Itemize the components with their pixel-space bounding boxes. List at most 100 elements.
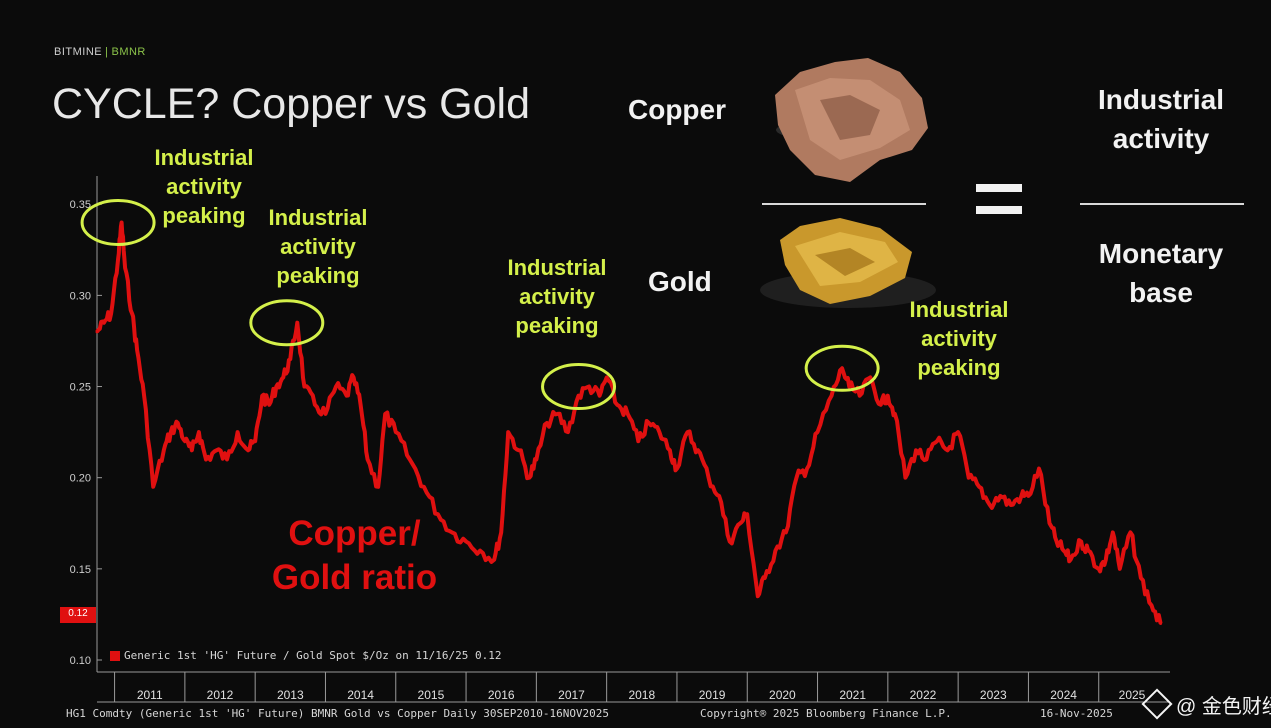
series-point bbox=[696, 448, 700, 452]
series-label: Copper/ Gold ratio bbox=[271, 514, 438, 597]
series-point bbox=[281, 375, 285, 379]
series-point bbox=[102, 321, 106, 325]
x-tick-label: 2016 bbox=[488, 688, 515, 702]
series-point bbox=[587, 385, 591, 389]
series-point bbox=[295, 321, 299, 325]
series-point bbox=[323, 412, 327, 416]
series-point bbox=[1048, 521, 1052, 525]
series-point bbox=[903, 476, 907, 480]
series-point bbox=[566, 430, 570, 434]
series-point bbox=[868, 375, 872, 379]
x-tick-label: 2020 bbox=[769, 688, 796, 702]
series-point bbox=[728, 540, 732, 543]
series-point bbox=[109, 312, 113, 316]
gold-nugget-icon bbox=[760, 218, 936, 308]
series-point bbox=[847, 385, 851, 389]
series-point bbox=[756, 594, 760, 598]
series-point bbox=[1104, 558, 1108, 562]
x-tick-label: 2023 bbox=[980, 688, 1007, 702]
series-point bbox=[1009, 503, 1013, 507]
series-point bbox=[197, 430, 201, 434]
series-point bbox=[1159, 622, 1163, 626]
x-tick-label: 2015 bbox=[418, 688, 445, 702]
series-point bbox=[151, 485, 155, 489]
series-point bbox=[464, 540, 468, 543]
series-point bbox=[1019, 494, 1023, 498]
series-point bbox=[506, 430, 510, 434]
series-point bbox=[794, 476, 798, 480]
series-point bbox=[130, 312, 134, 316]
x-tick-label: 2018 bbox=[628, 688, 655, 702]
series-point bbox=[499, 530, 503, 534]
series-point bbox=[1139, 576, 1143, 580]
equals-sign bbox=[976, 184, 1022, 214]
y-axis: 0.10 0.15 0.20 0.25 0.30 0.35 bbox=[70, 176, 102, 672]
series-point bbox=[988, 503, 992, 507]
series-point bbox=[1111, 530, 1115, 534]
y-tick-label: 0.15 bbox=[70, 564, 91, 576]
series-point bbox=[858, 394, 862, 398]
series-point bbox=[345, 394, 349, 398]
series-point bbox=[450, 530, 454, 534]
y-tick-label: 0.25 bbox=[70, 382, 91, 394]
watermark-logo-icon bbox=[1141, 688, 1173, 720]
series-point bbox=[738, 521, 742, 525]
series-point bbox=[893, 412, 897, 416]
brand-name: BITMINE bbox=[54, 46, 103, 58]
series-point bbox=[215, 448, 219, 452]
brand-header: BITMINE | BMNR bbox=[54, 46, 146, 58]
series-point bbox=[1069, 558, 1073, 562]
series-line-copper-gold-ratio bbox=[95, 220, 1163, 624]
numerator-label: Industrial activity bbox=[1097, 84, 1224, 154]
footer-source: HG1 Comdty (Generic 1st 'HG' Future) BMN… bbox=[66, 707, 610, 720]
y-tick-label: 0.30 bbox=[70, 290, 91, 302]
series-point bbox=[1086, 549, 1090, 553]
series-point bbox=[135, 348, 139, 352]
legend-swatch bbox=[110, 651, 120, 661]
series-point bbox=[1026, 494, 1030, 498]
brand-separator: | bbox=[105, 46, 109, 58]
series-point bbox=[366, 457, 370, 461]
series-point bbox=[886, 394, 890, 398]
series-point bbox=[274, 385, 278, 389]
series-point bbox=[236, 430, 240, 434]
series-point bbox=[1149, 603, 1153, 607]
series-point bbox=[879, 403, 883, 407]
brand-ticker: BMNR bbox=[111, 46, 146, 58]
peak-highlight-ellipse bbox=[80, 198, 156, 246]
series-point bbox=[1062, 549, 1066, 553]
series-point bbox=[302, 385, 306, 389]
series-point bbox=[142, 394, 146, 398]
series-point bbox=[605, 375, 609, 379]
copper-nugget-icon bbox=[775, 58, 928, 182]
series-layer bbox=[95, 220, 1163, 626]
series-point bbox=[1079, 540, 1083, 543]
watermark-text: @ 金色财经 bbox=[1176, 696, 1271, 718]
series-point bbox=[204, 457, 208, 461]
series-point bbox=[313, 403, 317, 407]
series-point bbox=[267, 403, 271, 407]
peak-highlights bbox=[80, 198, 880, 411]
series-point bbox=[626, 412, 630, 416]
series-point bbox=[998, 494, 1002, 498]
x-tick-label: 2021 bbox=[839, 688, 866, 702]
series-point bbox=[246, 448, 250, 452]
series-point bbox=[977, 485, 981, 489]
series-point bbox=[577, 394, 581, 398]
peak-annotation-2011: Industrial activity peaking bbox=[154, 145, 254, 228]
series-point bbox=[745, 512, 749, 516]
series-point bbox=[668, 448, 672, 452]
series-point bbox=[190, 448, 194, 452]
peak-annotation-2021: Industrial activity peaking bbox=[909, 297, 1009, 380]
x-tick-label: 2017 bbox=[558, 688, 585, 702]
series-point bbox=[260, 394, 264, 398]
series-point bbox=[383, 412, 387, 416]
series-point bbox=[352, 375, 356, 379]
series-point bbox=[967, 476, 971, 480]
series-point bbox=[162, 448, 166, 452]
peak-highlight-ellipse bbox=[541, 363, 617, 411]
series-point bbox=[840, 366, 844, 370]
series-point bbox=[925, 457, 929, 461]
series-point bbox=[935, 439, 939, 443]
